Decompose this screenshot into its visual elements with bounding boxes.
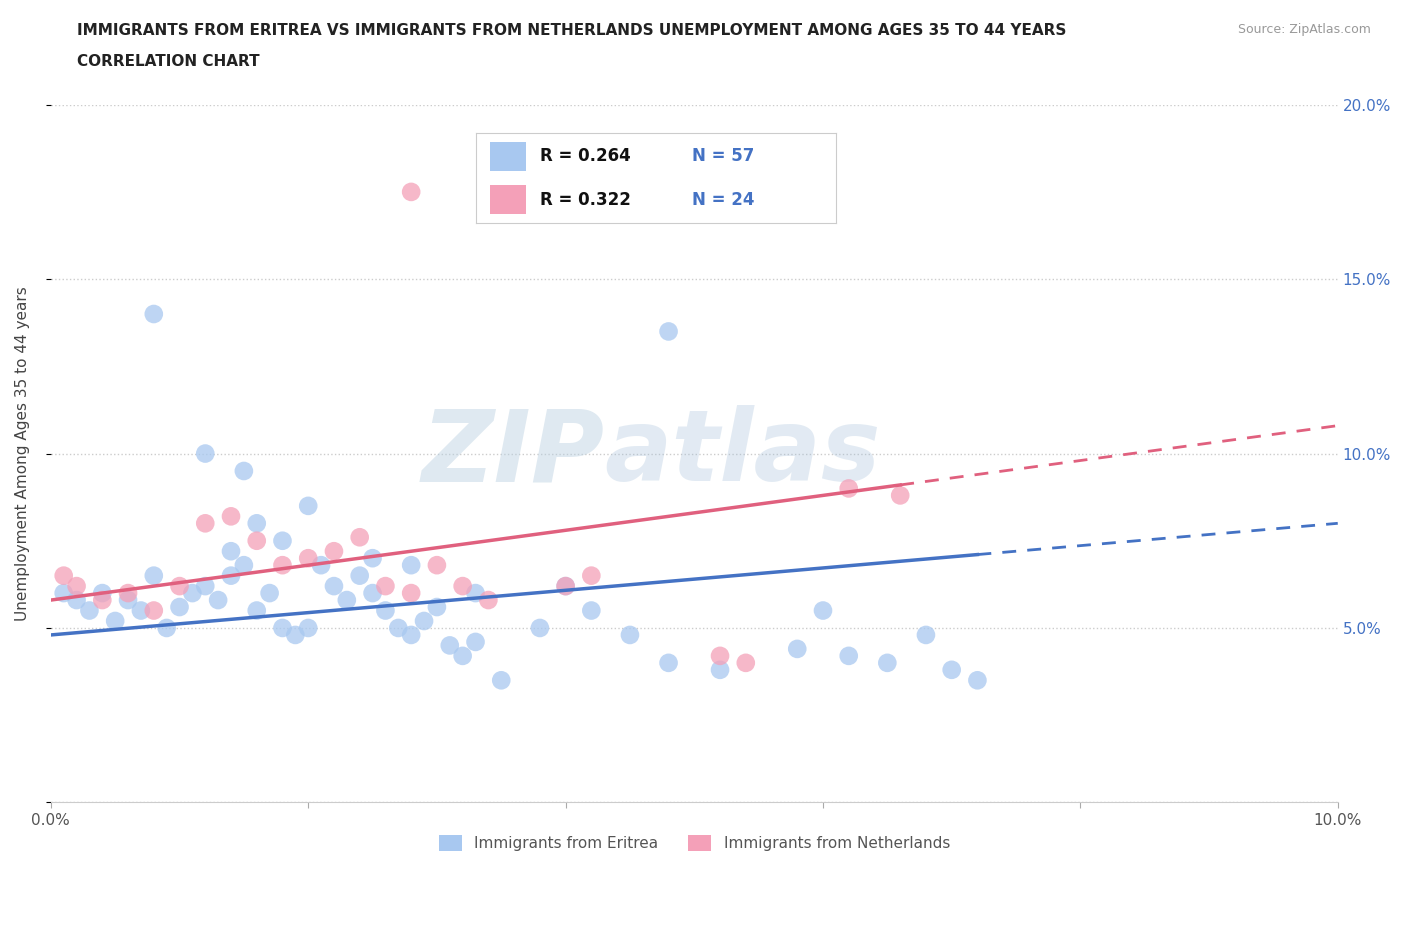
- Point: [811, 603, 834, 618]
- Point: [194, 516, 217, 531]
- Point: [399, 184, 422, 199]
- Point: [581, 603, 603, 618]
- Point: [387, 620, 409, 635]
- Point: [399, 586, 422, 601]
- Point: [104, 614, 127, 629]
- Point: [271, 558, 294, 573]
- Point: [658, 324, 681, 339]
- Point: [451, 578, 474, 593]
- Point: [915, 628, 938, 643]
- Point: [65, 578, 87, 593]
- Point: [477, 592, 499, 607]
- Point: [297, 620, 319, 635]
- Point: [349, 568, 371, 583]
- Point: [709, 648, 731, 663]
- Point: [207, 592, 229, 607]
- Point: [889, 488, 911, 503]
- Point: [709, 662, 731, 677]
- Point: [232, 558, 254, 573]
- Point: [181, 586, 204, 601]
- Point: [259, 586, 281, 601]
- Point: [619, 628, 641, 643]
- Point: [399, 558, 422, 573]
- Point: [966, 672, 988, 687]
- Text: atlas: atlas: [605, 405, 880, 502]
- Point: [169, 578, 191, 593]
- Point: [91, 586, 114, 601]
- Text: IMMIGRANTS FROM ERITREA VS IMMIGRANTS FROM NETHERLANDS UNEMPLOYMENT AMONG AGES 3: IMMIGRANTS FROM ERITREA VS IMMIGRANTS FR…: [77, 23, 1067, 38]
- Point: [554, 578, 576, 593]
- Point: [79, 603, 101, 618]
- Point: [581, 568, 603, 583]
- Point: [52, 586, 75, 601]
- Point: [142, 603, 165, 618]
- Point: [271, 620, 294, 635]
- Point: [464, 634, 486, 649]
- Point: [156, 620, 179, 635]
- Point: [194, 578, 217, 593]
- Point: [451, 648, 474, 663]
- Point: [323, 544, 346, 559]
- Point: [117, 586, 139, 601]
- Point: [169, 600, 191, 615]
- Point: [142, 307, 165, 322]
- Point: [336, 592, 359, 607]
- Point: [529, 620, 551, 635]
- Point: [297, 498, 319, 513]
- Point: [876, 656, 898, 671]
- Point: [219, 509, 242, 524]
- Point: [786, 642, 808, 657]
- Point: [361, 551, 384, 565]
- Point: [464, 586, 486, 601]
- Point: [323, 578, 346, 593]
- Point: [941, 662, 963, 677]
- Point: [309, 558, 332, 573]
- Point: [246, 603, 269, 618]
- Point: [129, 603, 152, 618]
- Point: [554, 578, 576, 593]
- Point: [349, 530, 371, 545]
- Point: [52, 568, 75, 583]
- Point: [426, 558, 449, 573]
- Legend: Immigrants from Eritrea, Immigrants from Netherlands: Immigrants from Eritrea, Immigrants from…: [433, 830, 956, 857]
- Point: [439, 638, 461, 653]
- Point: [734, 656, 756, 671]
- Text: ZIP: ZIP: [422, 405, 605, 502]
- Point: [399, 628, 422, 643]
- Point: [361, 586, 384, 601]
- Y-axis label: Unemployment Among Ages 35 to 44 years: Unemployment Among Ages 35 to 44 years: [15, 286, 30, 621]
- Point: [297, 551, 319, 565]
- Point: [246, 516, 269, 531]
- Point: [246, 533, 269, 548]
- Point: [413, 614, 436, 629]
- Point: [117, 592, 139, 607]
- Text: CORRELATION CHART: CORRELATION CHART: [77, 54, 260, 69]
- Point: [232, 463, 254, 478]
- Point: [91, 592, 114, 607]
- Point: [194, 446, 217, 461]
- Point: [374, 578, 396, 593]
- Point: [491, 672, 513, 687]
- Point: [65, 592, 87, 607]
- Point: [374, 603, 396, 618]
- Point: [284, 628, 307, 643]
- Point: [271, 533, 294, 548]
- Point: [426, 600, 449, 615]
- Point: [219, 568, 242, 583]
- Point: [219, 544, 242, 559]
- Text: Source: ZipAtlas.com: Source: ZipAtlas.com: [1237, 23, 1371, 36]
- Point: [658, 656, 681, 671]
- Point: [142, 568, 165, 583]
- Point: [838, 648, 860, 663]
- Point: [838, 481, 860, 496]
